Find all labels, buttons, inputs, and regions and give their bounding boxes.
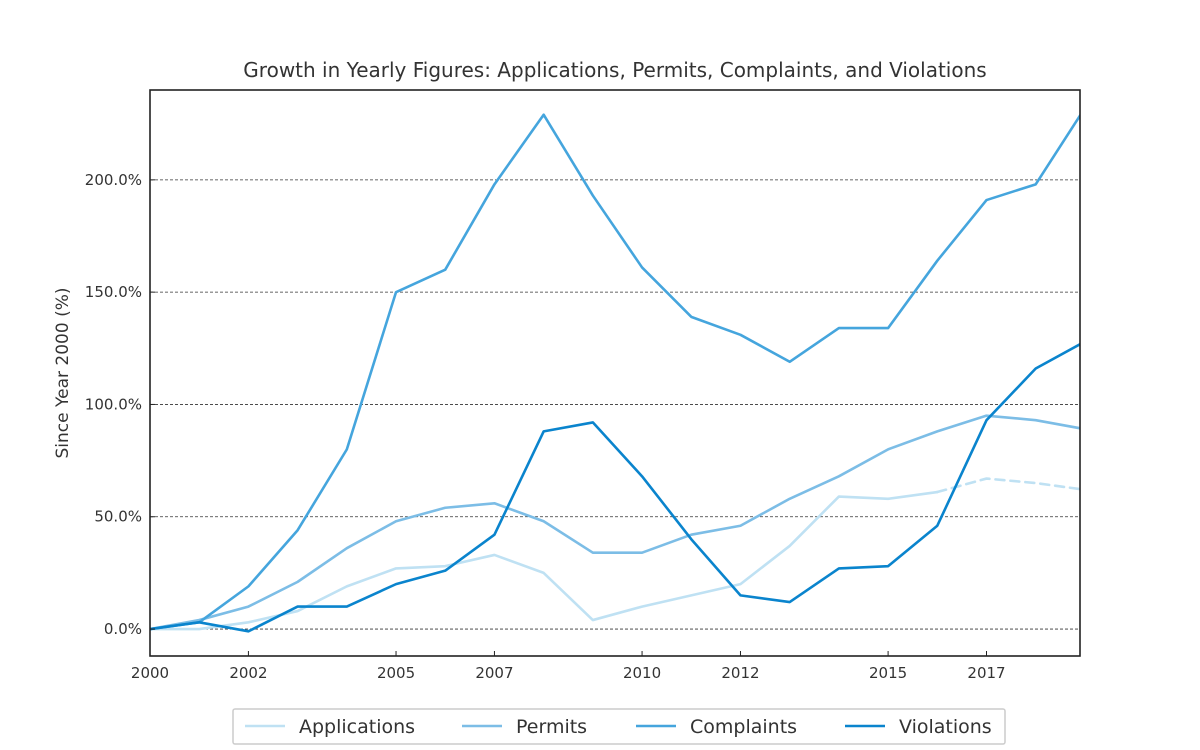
y-axis-label: Since Year 2000 (%)	[53, 288, 73, 459]
series-line-permits	[150, 414, 1080, 631]
series-lines	[150, 113, 1080, 633]
legend-label-applications: Applications	[299, 716, 415, 738]
series-line-applications	[150, 490, 939, 631]
series-line-complaints	[150, 113, 1080, 631]
x-tick-label: 2010	[623, 664, 661, 682]
x-tick-label: 2007	[475, 664, 513, 682]
legend-box	[232, 708, 1006, 745]
series-line-violations	[150, 342, 1080, 633]
x-tick-label: 2017	[967, 664, 1005, 682]
legend-label-permits: Permits	[516, 716, 587, 738]
y-tick-label: 200.0%	[85, 171, 142, 189]
legend: Applications Permits Complaints Violations	[232, 708, 1006, 745]
x-tick-label: 2000	[131, 664, 169, 682]
series-line-applications-projected	[936, 477, 1080, 494]
x-tick-label: 2015	[869, 664, 907, 682]
plot-frame	[149, 89, 1081, 657]
y-tick-label: 50.0%	[94, 508, 142, 526]
gridlines	[150, 179, 1080, 630]
y-axis-ticks: 0.0% 50.0% 100.0% 150.0% 200.0%	[85, 171, 155, 638]
chart-title: Growth in Yearly Figures: Applications, …	[243, 58, 986, 82]
legend-label-complaints: Complaints	[690, 716, 797, 738]
x-axis-ticks: 2000 2002 2005 2007 2010 2012 2015 2017	[131, 651, 1006, 682]
y-tick-label: 150.0%	[85, 283, 142, 301]
y-tick-label: 0.0%	[104, 620, 142, 638]
x-tick-label: 2012	[721, 664, 759, 682]
legend-label-violations: Violations	[899, 716, 992, 738]
x-tick-label: 2002	[229, 664, 267, 682]
x-tick-label: 2005	[377, 664, 415, 682]
y-tick-label: 100.0%	[85, 395, 142, 413]
